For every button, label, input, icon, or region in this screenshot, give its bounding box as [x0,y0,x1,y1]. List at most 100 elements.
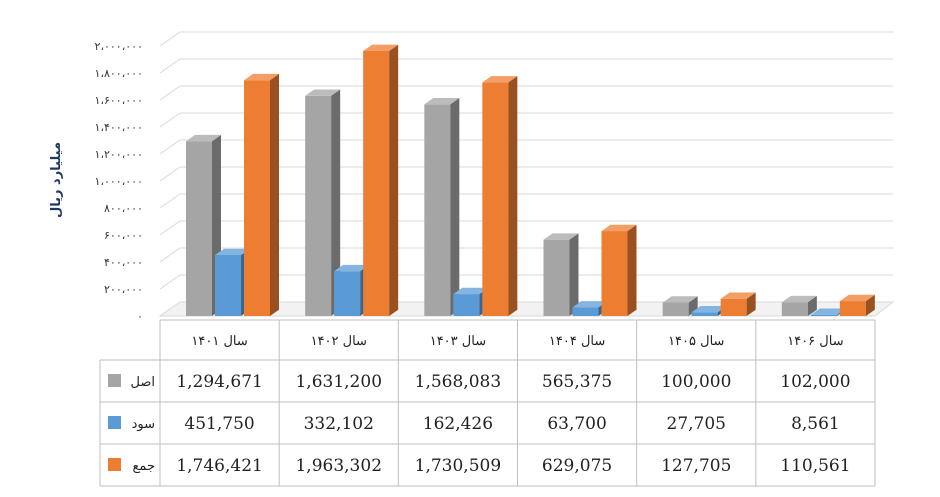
bar [601,224,637,316]
bar-front [305,95,332,317]
gridline-depth [159,274,181,290]
data-label: 162,426 [423,414,493,434]
bar [186,134,221,316]
data-label: 63,700 [547,414,606,434]
y-tick-label: ۸۰۰،۰۰۰ [104,202,143,215]
bar [363,44,399,317]
y-tick-label: ۲۰۰،۰۰۰ [104,283,143,296]
bar-top [482,76,518,83]
category-label: سال ۱۴۰۱ [191,334,247,349]
data-label: 100,000 [661,372,731,392]
bar-side [508,76,518,316]
data-label: 565,375 [542,372,612,392]
data-label: 27,705 [667,414,726,434]
bar-top [244,73,279,81]
bar-front [839,301,866,316]
bar-front [424,104,451,316]
bar-front [781,302,808,316]
data-label: 1,730,509 [415,456,502,476]
data-label: 1,746,421 [176,456,263,476]
series-name: جمع [133,459,155,474]
bar-top [334,264,370,272]
bar-side [807,295,817,316]
gridline-depth [159,58,181,74]
bars [186,44,875,317]
bar-top [810,308,846,315]
bar-top [424,98,460,105]
data-label: 110,561 [780,456,850,476]
bar-front [482,82,509,316]
bar [424,98,460,317]
y-tick-label: ۱،۶۰۰،۰۰۰ [95,94,143,107]
data-label: 127,705 [661,456,731,476]
gridline-depth [159,220,181,236]
bar-front [572,307,599,316]
bar-top [839,294,875,302]
gridline-depth [159,112,181,128]
bar [720,292,756,316]
bar-front [244,80,270,317]
data-label: 451,750 [184,414,254,434]
bar-front [691,312,718,316]
bar-front [186,141,212,316]
bar-front [543,239,570,316]
bar-front [662,302,689,316]
bar-side [865,294,875,316]
data-label: 629,075 [542,456,612,476]
bar-front [215,255,241,316]
bar-top [781,295,817,303]
category-label: سال ۱۴۰۶ [787,334,843,349]
series-name: اصل [131,375,156,390]
bar-side [569,233,579,316]
bar-front [363,50,390,317]
gridline-depth [159,247,181,263]
data-label: 102,000 [780,372,850,392]
gridline-depth [159,31,181,47]
bar-front [810,314,837,316]
category-label: سال ۱۴۰۴ [549,334,605,349]
y-tick-label: ۴۰۰،۰۰۰ [104,256,143,269]
y-tick-label: ۶۰۰،۰۰۰ [104,229,143,242]
data-label: 1,568,083 [415,372,502,392]
y-tick-label: ۱،۸۰۰،۰۰۰ [95,67,143,80]
bar [543,233,579,316]
bar [781,295,817,316]
bar-top [186,134,221,142]
bar-top [662,296,698,303]
bar-top [215,248,250,256]
bar-top [572,301,608,308]
y-axis-ticks: ۰ ۲۰۰،۰۰۰ ۴۰۰،۰۰۰ ۶۰۰،۰۰۰ ۸۰۰،۰۰۰ ۱،۰۰۰،۰۰۰ ۱،… [95,40,143,323]
data-label: 1,631,200 [295,372,382,392]
bar-top [601,224,637,232]
bar-side [746,292,756,316]
category-label: سال ۱۴۰۳ [430,334,486,349]
bar-top [691,305,727,313]
legend-key [108,458,121,471]
data-label: 1,294,671 [176,372,263,392]
data-label: 8,561 [791,414,840,434]
bar-top [453,287,489,295]
y-tick-label: ۱،۰۰۰،۰۰۰ [95,175,143,188]
bar-side [270,73,279,316]
bar [244,73,279,317]
y-tick-label: ۲،۰۰۰،۰۰۰ [95,40,143,53]
legend-key [108,374,121,387]
gridline-depth [159,139,181,155]
data-label: 332,102 [304,414,374,434]
gridline-depth [159,166,181,182]
series-name: سود [132,417,155,432]
y-tick-label: ۱،۲۰۰،۰۰۰ [95,148,143,161]
legend-key [108,416,121,429]
bar-front [720,298,747,316]
category-label: سال ۱۴۰۲ [311,334,367,349]
y-tick-label: ۱،۴۰۰،۰۰۰ [95,121,143,134]
bar-side [450,98,460,317]
bar-front [334,271,361,316]
bar-top [305,89,341,96]
bar-top [720,292,756,299]
bar-side [627,224,637,316]
y-tick-label: ۰ [137,310,143,323]
gridline-depth [159,193,181,209]
bar [482,76,518,316]
